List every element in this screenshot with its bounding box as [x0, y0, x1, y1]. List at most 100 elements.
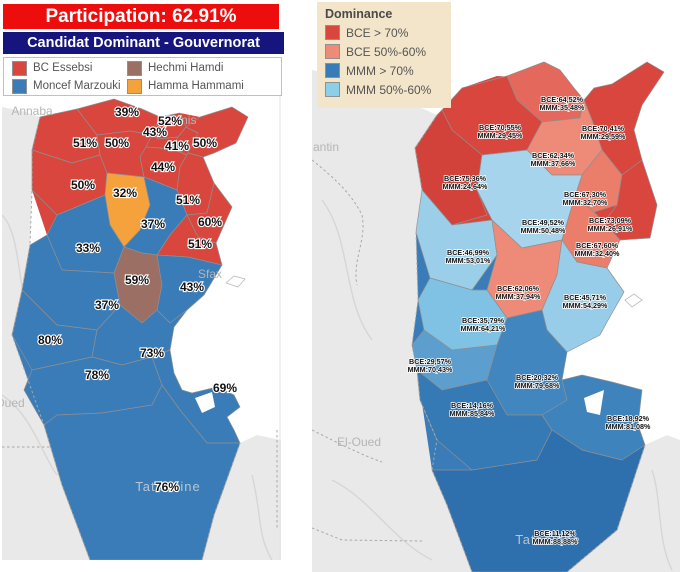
region-label: 69% — [213, 381, 237, 395]
region-label: 51% — [73, 136, 97, 150]
region-label: 41% — [165, 139, 189, 153]
road-line — [321, 199, 373, 341]
road-line — [651, 469, 673, 571]
city-label-annaba: Annaba — [11, 104, 53, 118]
legend-label: Hechmi Hamdi — [148, 62, 224, 74]
region-label: BCE:62,06% MMM:37,94% — [496, 284, 541, 301]
legend-label: Moncef Marzouki — [33, 80, 121, 92]
region-label: 39% — [115, 105, 139, 119]
dominance-legend-title: Dominance — [325, 7, 393, 21]
region-label: 51% — [188, 237, 212, 251]
region-label: BCE:67,30% MMM:32,70% — [563, 190, 608, 207]
region-label: 43% — [180, 280, 204, 294]
swatch-mmm-50-60 — [325, 82, 340, 97]
legend-item-hechmi-hamdi[interactable]: Hechmi Hamdi — [127, 60, 281, 76]
swatch-bce-70 — [325, 25, 340, 40]
road-line — [331, 479, 433, 561]
right-map: antin El-Oued Tataouine BCE:64,52% MMM:35… — [312, 0, 680, 572]
legend-label: BCE 50%-60% — [346, 44, 427, 59]
region-label: BCE:75,36% MMM:24,64% — [443, 174, 488, 191]
legend-label: MMM > 70% — [346, 63, 414, 78]
region-label: 37% — [141, 217, 165, 231]
region-label: BCE:73,09% MMM:26,91% — [588, 216, 633, 233]
region-label: BCE:49,52% MMM:50,48% — [521, 218, 566, 235]
region-label: 50% — [71, 178, 95, 192]
legend-label: BCE > 70% — [346, 25, 409, 40]
border-dashed — [312, 527, 423, 542]
legend-label: BC Essebsi — [33, 62, 93, 74]
region-label: BCE:70,41% MMM:29,59% — [581, 124, 626, 141]
region-label: 80% — [38, 333, 62, 347]
region-label: 60% — [198, 215, 222, 229]
city-label-sfax: Sfax — [198, 267, 222, 281]
city-label-tunis: Tunis — [168, 113, 197, 127]
region-label: BCE:20,32% MMM:79,68% — [515, 373, 560, 390]
region-label: BCE:35,79% MMM:64,21% — [461, 316, 506, 333]
road-line — [2, 394, 58, 476]
kerkennah-islands — [624, 293, 643, 308]
djerba-lagoon — [195, 392, 215, 413]
region-label: 32% — [113, 186, 137, 200]
border-dashed — [312, 159, 364, 286]
city-label-tataouine: Tataouine — [515, 532, 580, 547]
region-label: 50% — [193, 136, 217, 150]
left-map: Annaba Tunis Sfax Oued Tataouine 39% 52%… — [2, 95, 281, 560]
region-label: 73% — [140, 346, 164, 360]
legend-item-bc-essebsi[interactable]: BC Essebsi — [12, 60, 127, 76]
swatch-mmm-70 — [325, 63, 340, 78]
legend-label: Hamma Hammami — [148, 80, 244, 92]
tunisia-algeria-border — [11, 116, 91, 560]
region-label: BCE:62,34% MMM:37,66% — [531, 151, 576, 168]
region-label: BCE:70,55% MMM:29,45% — [478, 123, 523, 140]
region-label: 43% — [143, 125, 167, 139]
swatch-bc-essebsi — [12, 60, 27, 76]
left-map-title: Candidat Dominant - Gouvernorat — [3, 32, 284, 54]
participation-banner: Participation: 62.91% — [3, 4, 279, 29]
city-label-oued: Oued — [2, 396, 25, 410]
legend-label: MMM 50%-60% — [346, 82, 432, 97]
region-label: BCE:46,99% MMM:53,01% — [446, 248, 491, 265]
region-tataouine[interactable] — [431, 429, 646, 572]
region-label: BCE:11,12% MMM:88,88% — [533, 529, 578, 546]
region-label: 78% — [85, 368, 109, 382]
dominance-legend: Dominance BCE > 70% BCE 50%-60% MMM > 70… — [317, 2, 451, 108]
libya-land — [567, 435, 680, 572]
region-label: 37% — [95, 298, 119, 312]
tunisia-libya-border — [201, 442, 241, 560]
border-dashed — [312, 429, 383, 463]
djerba-lagoon — [584, 390, 604, 415]
legend-item-mmm-50-60[interactable]: MMM 50%-60% — [325, 82, 443, 97]
city-label-el-oued: El-Oued — [337, 435, 381, 449]
region-nabeul[interactable] — [185, 106, 249, 158]
region-label: BCE:64,52% MMM:35,48% — [540, 95, 585, 112]
region-label: 33% — [76, 241, 100, 255]
road-line — [251, 474, 273, 560]
region-label: 44% — [151, 160, 175, 174]
candidate-legend: BC Essebsi Hechmi Hamdi Moncef Marzouki … — [3, 57, 282, 96]
region-label: 52% — [158, 114, 182, 128]
swatch-hamma-hammami — [127, 78, 142, 94]
legend-item-bce-50-60[interactable]: BCE 50%-60% — [325, 44, 443, 59]
legend-item-mmm-70[interactable]: MMM > 70% — [325, 63, 443, 78]
region-label: BCE:45,71% MMM:54,29% — [563, 293, 608, 310]
city-label-constantine: antin — [313, 140, 339, 154]
kerkennah-islands — [225, 275, 246, 288]
gulf-of-gabes-sea — [567, 292, 680, 445]
legend-item-moncef-marzouki[interactable]: Moncef Marzouki — [12, 78, 127, 94]
swatch-moncef-marzouki — [12, 78, 27, 94]
region-label: 51% — [176, 193, 200, 207]
tunisia-algeria-border — [411, 114, 473, 572]
legend-item-hamma-hammami[interactable]: Hamma Hammami — [127, 78, 281, 94]
region-tataouine[interactable] — [43, 384, 241, 560]
city-label-tataouine: Tataouine — [135, 479, 200, 494]
region-label: 59% — [125, 273, 149, 287]
swatch-hechmi-hamdi — [127, 60, 142, 76]
legend-item-bce-70[interactable]: BCE > 70% — [325, 25, 443, 40]
region-label: 50% — [105, 136, 129, 150]
region-label: BCE:18,92% MMM:81,08% — [606, 414, 651, 431]
region-label: BCE:14,16% MMM:85,84% — [450, 401, 495, 418]
swatch-bce-50-60 — [325, 44, 340, 59]
region-label: BCE:29,57% MMM:70,43% — [408, 357, 453, 374]
region-label: BCE:67,60% MMM:32,40% — [575, 241, 620, 258]
region-label: 76% — [155, 480, 179, 494]
